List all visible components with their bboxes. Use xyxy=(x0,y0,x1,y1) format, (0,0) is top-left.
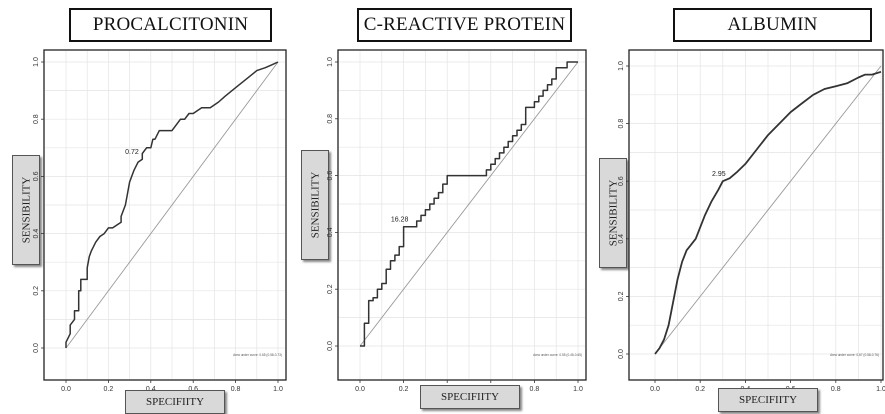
y-tick-label: 1.0 xyxy=(33,57,40,67)
x-tick-label: 0.0 xyxy=(355,386,365,393)
roc-plot-procalcitonin: 0.0 0.2 0.4 0.6 0.8 1.0 0.0 0.2 0.4 0.6 0.8 1.0 0.72… xyxy=(33,49,287,393)
y-tick-label: 1.0 xyxy=(327,57,334,67)
y-tick-label: 0.4 xyxy=(327,227,334,237)
y-tick-label: 0.4 xyxy=(618,234,625,244)
reference-diagonal xyxy=(654,65,882,355)
y-tick-label: 0.2 xyxy=(33,286,40,296)
x-tick-label: 1.0 xyxy=(273,386,283,393)
roc-curve xyxy=(65,61,279,348)
x-tick-label: 0.2 xyxy=(104,386,114,393)
roc-plot-albumin: 0.00.20.40.60.81.00.00.20.40.60.81.02.95… xyxy=(618,49,885,393)
roc-curve xyxy=(360,61,578,347)
y-tick-label: 0.8 xyxy=(618,119,625,129)
x-tick-label: 0.8 xyxy=(530,386,540,393)
x-tick-label: 0.8 xyxy=(831,386,841,393)
cutoff-label: 2.95 xyxy=(712,171,726,178)
y-axis-label: SENSIBILITY xyxy=(12,155,40,265)
y-tick-label: 0.4 xyxy=(33,229,40,239)
y-tick-label: 0.2 xyxy=(327,284,334,294)
x-tick-label: 0.2 xyxy=(399,386,409,393)
auc-annotation: Area under curve: 0.65 (0.58-0.73) xyxy=(233,353,282,357)
x-tick-label: 0.0 xyxy=(650,386,660,393)
x-axis-label: SPECIFIITY xyxy=(718,388,818,412)
reference-diagonal xyxy=(65,61,279,349)
y-tick-label: 0.8 xyxy=(33,114,40,124)
chart-title: PROCALCITONIN xyxy=(69,8,272,42)
roc-curve xyxy=(654,70,882,355)
x-tick-label: 0.0 xyxy=(61,386,71,393)
y-tick-label: 1.0 xyxy=(618,61,625,71)
x-axis-label: SPECIFIITY xyxy=(125,390,225,414)
x-tick-label: 0.6 xyxy=(188,386,198,393)
y-tick-label: 0.2 xyxy=(618,291,625,301)
y-tick-label: 0.0 xyxy=(327,341,334,351)
cutoff-label: 0.72 xyxy=(125,149,139,156)
x-axis-label: SPECIFIITY xyxy=(420,385,520,409)
y-tick-label: 0.0 xyxy=(33,343,40,353)
chart-title: C-REACTIVE PROTEIN xyxy=(357,8,572,42)
roc-plot-c-reactive-protein: 0.00.20.40.60.81.00.00.20.40.60.81.016.2… xyxy=(327,49,587,393)
x-tick-label: 0.8 xyxy=(231,386,241,393)
y-axis-label: SENSIBILITY xyxy=(599,158,627,268)
chart-title: ALBUMIN xyxy=(673,8,872,42)
auc-annotation: Area under curve: 0.67 (0.58-0.76) xyxy=(830,353,879,357)
y-tick-label: 0.6 xyxy=(618,176,625,186)
y-tick-label: 0.8 xyxy=(327,114,334,124)
reference-diagonal xyxy=(359,61,579,347)
x-tick-label: 0.4 xyxy=(146,386,156,393)
x-tick-label: 1.0 xyxy=(573,386,583,393)
cutoff-label: 16.28 xyxy=(391,217,409,224)
y-axis-label: SENSIBILITY xyxy=(301,150,329,260)
x-tick-label: 1.0 xyxy=(876,386,885,393)
x-tick-label: 0.2 xyxy=(695,386,705,393)
auc-annotation: Area under curve: 0.55 (0.45-0.65) xyxy=(533,353,582,357)
y-tick-label: 0.6 xyxy=(33,171,40,181)
y-tick-label: 0.6 xyxy=(327,171,334,181)
y-tick-label: 0.0 xyxy=(618,349,625,359)
